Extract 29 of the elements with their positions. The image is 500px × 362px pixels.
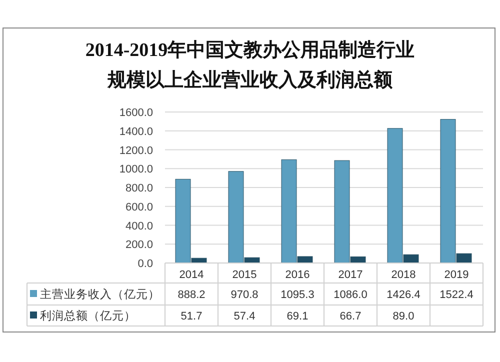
x-tick-label: 2017 [338,269,363,281]
legend-label: 利润总额（亿元） [40,308,136,322]
y-tick-label: 1600.0 [119,107,153,119]
data-label: 51.7 [180,310,202,322]
x-tick-label: 2019 [444,269,469,281]
y-tick-label: 1400.0 [119,126,153,138]
y-tick-label: 400.0 [125,220,153,232]
data-label: 1426.4 [386,289,420,301]
legend-label: 主营业务收入（亿元） [40,287,160,301]
data-label: 1522.4 [440,289,474,301]
data-label: 888.2 [178,289,206,301]
y-tick-label: 1000.0 [119,164,153,176]
data-label: 1086.0 [334,289,368,301]
y-tick-label: 600.0 [125,201,153,214]
x-tick-label: 2018 [391,269,416,281]
data-label: 970.8 [230,289,258,301]
x-tick-label: 2014 [179,269,204,281]
x-tick-label: 2015 [232,269,257,281]
data-label: 66.7 [340,310,362,322]
y-tick-label: 800.0 [125,182,153,194]
y-tick-label: 1200.0 [119,144,153,157]
x-tick-label: 2016 [285,269,310,281]
y-tick-label: 200.0 [125,239,153,252]
y-tick-label: 0.0 [138,258,153,270]
chart-title: 2014-2019年中国文教办公用品制造行业规模以上企业营业收入及利润总额 [84,38,416,93]
data-label: 1095.3 [280,289,314,301]
data-label: 69.1 [286,310,308,322]
data-label: 57.4 [234,310,256,322]
data-label: 89.0 [392,310,414,322]
